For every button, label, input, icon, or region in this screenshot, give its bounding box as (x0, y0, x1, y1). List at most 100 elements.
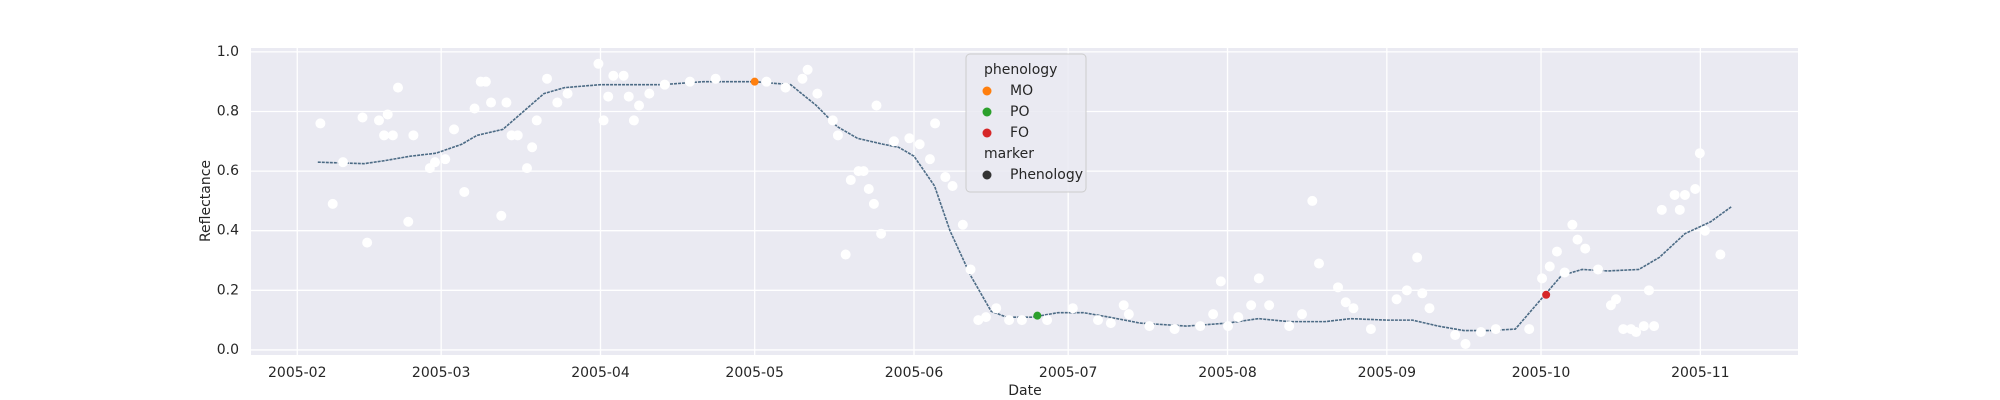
observation-point (429, 157, 440, 168)
observation-point (403, 216, 414, 227)
observation-point (512, 130, 523, 141)
observation-point (991, 303, 1002, 314)
x-tick-label: 2005-10 (1512, 365, 1571, 381)
legend-label: PO (1010, 104, 1029, 120)
observation-point (1567, 219, 1578, 230)
x-axis-label: Date (1008, 383, 1041, 399)
observation-point (1067, 303, 1078, 314)
observation-point (1307, 195, 1318, 206)
observation-point (1144, 321, 1155, 332)
legend-box (965, 53, 1087, 193)
observation-point (914, 139, 925, 150)
x-tick-label: 2005-06 (885, 365, 944, 381)
observation-point (531, 115, 542, 126)
observation-point (486, 97, 497, 108)
y-tick-label: 0.6 (217, 163, 239, 179)
observation-point (1215, 276, 1226, 287)
observation-point (940, 172, 951, 183)
observation-point (1551, 246, 1562, 257)
observation-point (527, 142, 538, 153)
observation-point (521, 163, 532, 174)
observation-point (469, 103, 480, 114)
observation-point (947, 181, 958, 192)
observation-point (1391, 294, 1402, 305)
y-tick-label: 0.4 (217, 223, 239, 239)
x-tick-label: 2005-08 (1198, 365, 1257, 381)
observation-point (1004, 315, 1015, 326)
observation-point (1631, 327, 1642, 338)
observation-point (1450, 330, 1461, 341)
legend-marker (982, 107, 992, 117)
observation-point (1412, 252, 1423, 263)
phenology-point (1542, 290, 1551, 299)
observation-point (1490, 324, 1501, 335)
observation-point (373, 115, 384, 126)
observation-point (1656, 204, 1667, 215)
observation-point (876, 228, 887, 239)
observation-point (1042, 315, 1053, 326)
observation-point (1233, 312, 1244, 323)
observation-point (542, 73, 553, 84)
observation-point (904, 133, 915, 144)
observation-point (362, 237, 373, 248)
observation-point (1365, 324, 1376, 335)
observation-point (1580, 243, 1591, 254)
y-tick-label: 1.0 (217, 44, 239, 60)
observation-point (1572, 234, 1583, 245)
observation-point (812, 88, 823, 99)
observation-point (1348, 303, 1359, 314)
observation-point (598, 115, 609, 126)
observation-point (1559, 267, 1570, 278)
observation-point (1679, 189, 1690, 200)
observation-point (357, 112, 368, 123)
observation-point (1016, 315, 1027, 326)
phenology-point (1033, 311, 1042, 320)
legend: phenology MO PO FO marker Phenology (965, 53, 1087, 193)
observation-point (924, 154, 935, 165)
legend-label: MO (1010, 83, 1033, 99)
observation-point (608, 70, 619, 81)
observation-point (930, 118, 941, 129)
y-tick-label: 0.2 (217, 282, 239, 298)
observation-point (832, 130, 843, 141)
observation-point (868, 198, 879, 209)
x-tick-label: 2005-05 (725, 365, 784, 381)
observation-point (628, 115, 639, 126)
legend-title: marker (984, 146, 1034, 162)
observation-point (327, 198, 338, 209)
observation-point (1593, 264, 1604, 275)
observation-point (1643, 285, 1654, 296)
observation-point (1105, 318, 1116, 329)
observation-point (863, 183, 874, 194)
observation-point (1264, 300, 1275, 311)
observation-point (840, 249, 851, 260)
observation-point (1699, 225, 1710, 236)
x-tick-label: 2005-07 (1039, 365, 1098, 381)
observation-point (501, 97, 512, 108)
observation-point (797, 73, 808, 84)
observation-point (552, 97, 563, 108)
observation-point (379, 130, 390, 141)
legend-marker (982, 170, 992, 180)
observation-point (603, 91, 614, 102)
observation-point (1460, 338, 1471, 349)
observation-point (315, 118, 326, 129)
observation-point (1208, 309, 1219, 320)
phenology-point (750, 77, 759, 86)
observation-point (382, 109, 393, 120)
observation-point (827, 115, 838, 126)
x-tick-label: 2005-09 (1358, 365, 1417, 381)
observation-point (684, 76, 695, 87)
observation-point (1340, 297, 1351, 308)
observation-point (1253, 273, 1264, 284)
observation-point (1417, 288, 1428, 299)
legend-marker (982, 86, 992, 96)
observation-point (980, 312, 991, 323)
observation-point (337, 157, 348, 168)
legend-marker (982, 128, 992, 138)
observation-point (1649, 321, 1660, 332)
y-axis-label: Reflectance (198, 160, 214, 242)
observation-point (1424, 303, 1435, 314)
